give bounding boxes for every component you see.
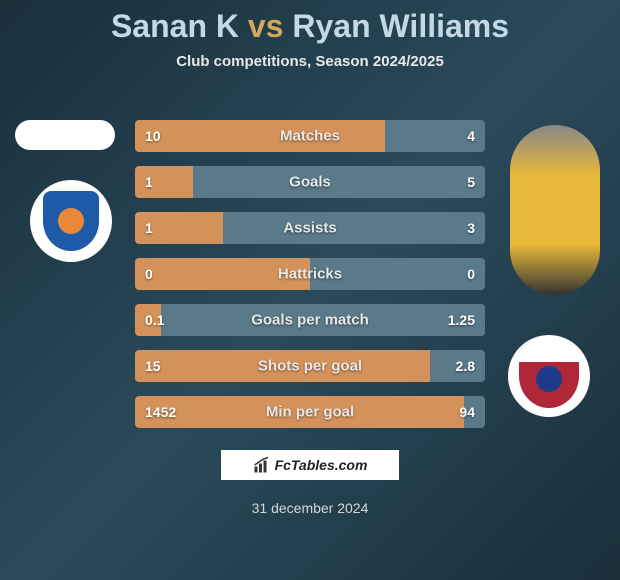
stat-value-right: 3 [467, 220, 475, 236]
bar-right [223, 212, 486, 244]
watermark-text: FcTables.com [275, 457, 368, 473]
stat-label: Min per goal [266, 404, 354, 421]
club-logo-left [30, 180, 112, 262]
stat-value-left: 1 [145, 174, 153, 190]
stat-value-left: 10 [145, 128, 161, 144]
stat-row: 0 Hattricks 0 [135, 258, 485, 290]
date: 31 december 2024 [252, 500, 369, 516]
stat-label: Goals per match [251, 312, 369, 329]
stat-value-left: 1 [145, 220, 153, 236]
stat-value-left: 0 [145, 266, 153, 282]
stat-value-right: 4 [467, 128, 475, 144]
stat-label: Assists [283, 220, 336, 237]
jamshedpur-shield-icon [43, 191, 99, 251]
player1-name: Sanan K [111, 8, 239, 44]
stat-row: 15 Shots per goal 2.8 [135, 350, 485, 382]
stat-value-right: 0 [467, 266, 475, 282]
stat-label: Hattricks [278, 266, 342, 283]
stat-label: Goals [289, 174, 331, 191]
comparison-title: Sanan K vs Ryan Williams [0, 0, 620, 45]
vs-text: vs [248, 8, 284, 44]
stat-value-right: 5 [467, 174, 475, 190]
stat-row: 0.1 Goals per match 1.25 [135, 304, 485, 336]
player2-name: Ryan Williams [292, 8, 509, 44]
club-logo-right [508, 335, 590, 417]
bar-left [135, 166, 193, 198]
bar-left [135, 120, 385, 152]
subtitle: Club competitions, Season 2024/2025 [0, 53, 620, 70]
stat-row: 1 Goals 5 [135, 166, 485, 198]
chart-icon [253, 456, 271, 474]
stat-value-right: 1.25 [448, 312, 475, 328]
player2-photo [510, 125, 600, 295]
stat-value-right: 2.8 [456, 358, 475, 374]
stat-label: Matches [280, 128, 340, 145]
stats-area: 10 Matches 4 1 Goals 5 1 Assists 3 0 Hattricks 0 0.1… [135, 120, 485, 442]
bar-right [193, 166, 485, 198]
stat-row: 1 Assists 3 [135, 212, 485, 244]
watermark: FcTables.com [221, 450, 399, 480]
stat-label: Shots per goal [258, 358, 362, 375]
stat-value-left: 1452 [145, 404, 176, 420]
stat-value-left: 15 [145, 358, 161, 374]
bengaluru-shield-icon [519, 344, 579, 408]
stat-row: 10 Matches 4 [135, 120, 485, 152]
player1-photo [15, 120, 115, 150]
stat-value-left: 0.1 [145, 312, 164, 328]
stat-row: 1452 Min per goal 94 [135, 396, 485, 428]
stat-value-right: 94 [459, 404, 475, 420]
